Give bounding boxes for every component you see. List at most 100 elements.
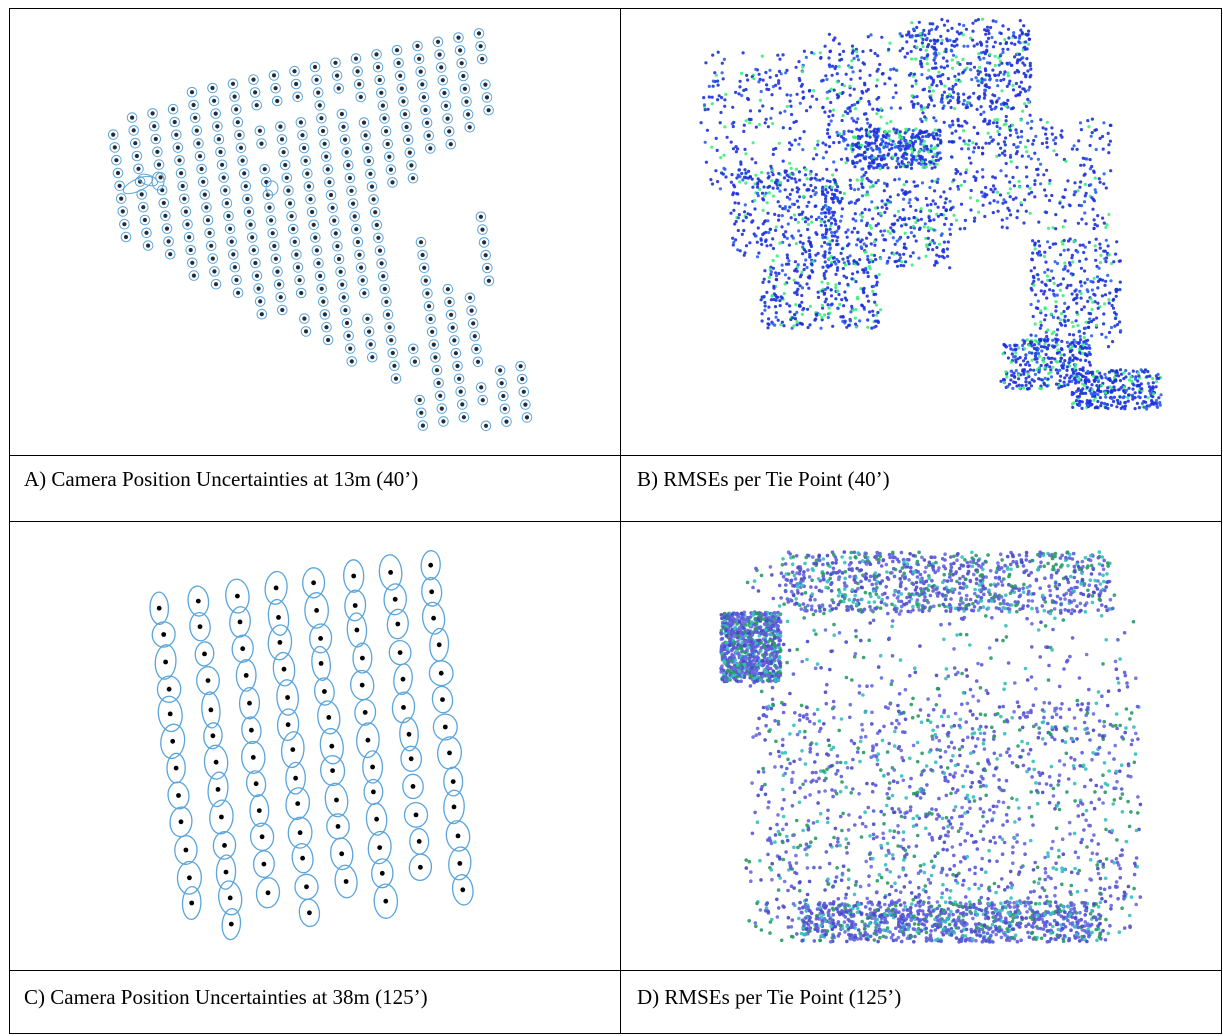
camera-position-dot (467, 295, 473, 300)
tie-point (1039, 118, 1043, 122)
tie-point (911, 824, 916, 828)
tie-point (940, 213, 944, 217)
tie-point (885, 841, 890, 846)
camera-position-dot (411, 346, 416, 351)
tie-point (968, 709, 973, 713)
tie-point (939, 34, 943, 38)
tie-point (924, 236, 928, 240)
uncertainty-ellipse (160, 210, 171, 222)
tie-point (702, 103, 707, 107)
tie-point (1088, 352, 1092, 356)
tie-point (813, 176, 817, 180)
tie-point (781, 207, 785, 211)
tie-point (904, 260, 908, 264)
tie-point (861, 655, 866, 660)
tie-point (1078, 185, 1082, 189)
camera-position-dot (420, 82, 425, 87)
camera-position-dot (459, 61, 464, 66)
uncertainty-ellipse (309, 61, 321, 73)
uncertainty-ellipse (443, 126, 455, 137)
uncertainty-ellipse (428, 339, 440, 350)
tie-point (880, 35, 884, 39)
camera-position-dot (314, 608, 319, 613)
tie-point (847, 567, 852, 571)
tie-point (875, 144, 879, 148)
tie-point (971, 29, 975, 33)
tie-point (744, 152, 748, 156)
tie-point (811, 157, 816, 161)
tie-point (845, 766, 850, 770)
tie-point (789, 925, 794, 929)
tie-point (813, 204, 817, 208)
tie-point (777, 583, 782, 588)
tie-point (1063, 314, 1067, 318)
uncertainty-ellipse (300, 326, 312, 337)
uncertainty-ellipse (181, 885, 202, 921)
tie-point (855, 243, 859, 247)
tie-point (918, 148, 922, 153)
tie-point (766, 805, 770, 810)
tie-point (800, 286, 805, 290)
tie-point (921, 135, 925, 139)
tie-point (771, 237, 775, 241)
tie-point (729, 140, 733, 144)
tie-point (1027, 363, 1031, 367)
tie-point (1018, 34, 1022, 38)
tie-point (1145, 407, 1149, 411)
tie-point (832, 88, 836, 92)
tie-point (722, 153, 726, 157)
uncertainty-ellipse (475, 40, 486, 52)
tie-point (982, 56, 986, 60)
tie-point (835, 754, 840, 758)
tie-point (777, 69, 782, 73)
tie-point (703, 140, 707, 144)
tie-point (958, 79, 962, 84)
tie-point (828, 206, 833, 211)
uncertainty-ellipse (238, 686, 261, 720)
camera-position-dot (450, 779, 456, 784)
tie-point (864, 266, 868, 270)
tie-point (1012, 34, 1016, 38)
uncertainty-ellipse (347, 198, 359, 209)
tie-point (1090, 851, 1095, 855)
uncertainty-ellipse (458, 70, 469, 82)
camera-position-dot (406, 731, 412, 737)
tie-point (1084, 380, 1088, 384)
tie-point (898, 253, 902, 257)
tie-point (847, 129, 851, 133)
camera-position-dot (223, 188, 228, 193)
tie-point (963, 934, 968, 938)
tie-point (872, 240, 877, 244)
camera-position-dot (392, 596, 398, 602)
tie-point (841, 49, 846, 54)
tie-point (742, 123, 746, 127)
uncertainty-ellipse (475, 382, 487, 393)
tie-point (924, 118, 928, 122)
tie-point (871, 148, 875, 152)
tie-point (773, 212, 777, 216)
tie-point (852, 56, 856, 61)
uncertainty-ellipse (138, 201, 149, 213)
tie-point (1158, 403, 1162, 407)
tie-point (1048, 245, 1052, 250)
tie-point (776, 200, 780, 204)
tie-point (1109, 369, 1114, 373)
tie-point (1046, 240, 1050, 244)
tie-point (750, 157, 754, 161)
tie-point (763, 269, 767, 273)
tie-point (1095, 316, 1099, 320)
tie-point (991, 211, 995, 215)
tie-point (910, 160, 914, 164)
tie-point (801, 217, 805, 221)
uncertainty-ellipse (122, 175, 154, 195)
tie-point (1095, 384, 1099, 388)
tie-point (1063, 261, 1067, 265)
tie-point (922, 106, 927, 110)
uncertainty-ellipse (387, 347, 399, 359)
uncertainty-ellipse (153, 159, 165, 170)
tie-point (1130, 393, 1135, 397)
tie-point (1016, 209, 1020, 213)
tie-point (993, 73, 997, 78)
tie-point (1074, 378, 1078, 383)
tie-point (992, 751, 997, 756)
